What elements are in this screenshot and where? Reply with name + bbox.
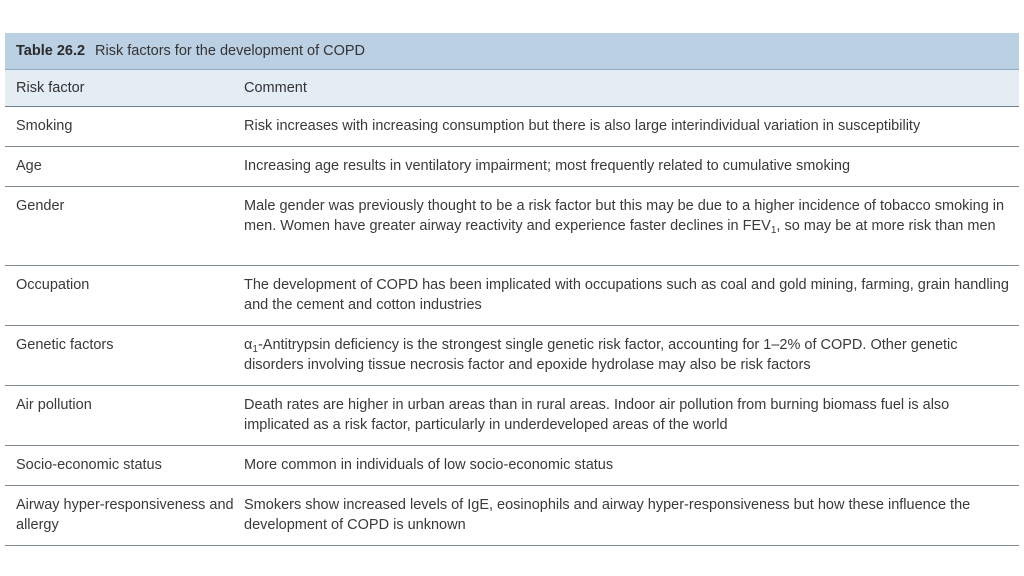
table-row: Air pollution Death rates are higher in … [5, 386, 1019, 446]
risk-factor-table: Table 26.2 Risk factors for the developm… [5, 33, 1019, 546]
row-factor: Occupation [16, 277, 90, 293]
row-factor: Smoking [16, 118, 73, 134]
comment-text: -Antitrypsin deficiency is the strongest… [244, 337, 958, 373]
row-comment: More common in individuals of low socio-… [244, 457, 614, 473]
row-comment: The development of COPD has been implica… [244, 277, 1009, 313]
comment-text: , so may be at more risk than men [776, 218, 996, 234]
table-row: Smoking Risk increases with increasing c… [5, 107, 1019, 147]
table-number: Table 26.2 [16, 43, 86, 59]
table-title: Risk factors for the development of COPD [95, 43, 366, 59]
row-comment: α1-Antitrypsin deficiency is the stronge… [244, 326, 1019, 375]
row-comment: Risk increases with increasing consumpti… [244, 118, 921, 134]
table-header-row: Risk factor Comment [5, 70, 1019, 107]
row-comment: Smokers show increased levels of IgE, eo… [244, 497, 971, 533]
comment-text: Male gender was previously thought to be… [244, 198, 1005, 234]
row-factor: Airway hyper-responsiveness and allergy [16, 497, 234, 533]
row-factor: Age [16, 158, 42, 174]
subscript: 1 [770, 225, 777, 236]
header-risk-factor: Risk factor [16, 80, 85, 96]
row-comment: Increasing age results in ventilatory im… [244, 158, 851, 174]
comment-text: α [244, 337, 253, 353]
table-row: Occupation The development of COPD has b… [5, 266, 1019, 326]
table-row: Socio-economic status More common in ind… [5, 446, 1019, 486]
subscript: 1 [252, 344, 258, 355]
row-factor: Gender [16, 198, 65, 214]
table-row: Genetic factors α1-Antitrypsin deficienc… [5, 326, 1019, 386]
header-comment: Comment [244, 80, 307, 96]
table-caption: Table 26.2 Risk factors for the developm… [5, 33, 1019, 70]
table-row: Airway hyper-responsiveness and allergy … [5, 486, 1019, 546]
row-factor: Air pollution [16, 397, 92, 413]
row-factor: Genetic factors [16, 337, 114, 353]
table-row: Gender Male gender was previously though… [5, 187, 1019, 266]
row-comment: Male gender was previously thought to be… [244, 187, 1019, 236]
table-row: Age Increasing age results in ventilator… [5, 147, 1019, 187]
row-comment: Death rates are higher in urban areas th… [244, 397, 950, 433]
row-factor: Socio-economic status [16, 457, 162, 473]
